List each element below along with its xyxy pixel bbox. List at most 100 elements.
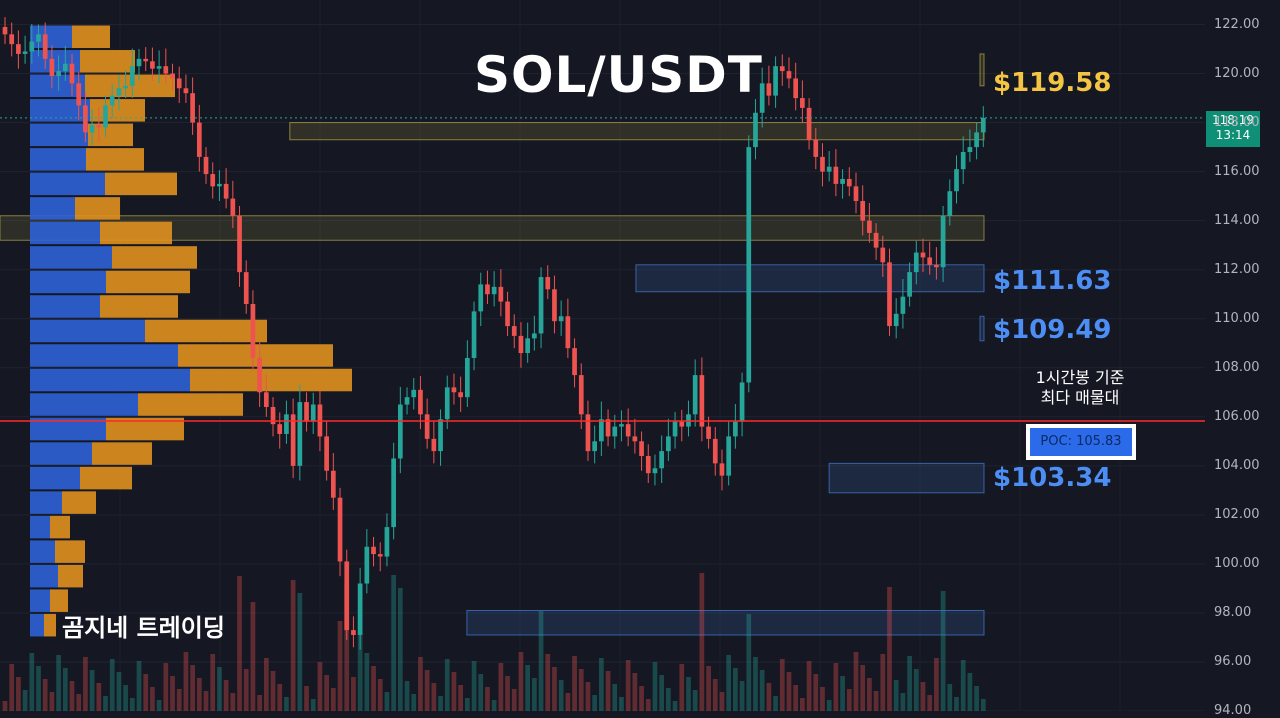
volume-bar [960, 660, 966, 711]
volume-bar [404, 681, 410, 711]
candle-body [210, 174, 216, 187]
candle-body [659, 451, 665, 469]
candle-body [967, 147, 973, 153]
volume-bar [96, 683, 102, 711]
candle-body [893, 313, 899, 327]
candle-body [806, 107, 812, 140]
candle-body [183, 88, 189, 94]
candle-body [572, 348, 577, 376]
candle-body [42, 34, 48, 59]
candle-body [518, 335, 524, 354]
candle-body [109, 95, 115, 106]
volume-profile-buy [30, 344, 178, 367]
volume-profile-buy [30, 466, 80, 490]
price-tick-label: 98.00 [1214, 604, 1252, 620]
volume-bar [103, 696, 108, 711]
volume-profile-buy [30, 197, 75, 220]
volume-bar [29, 653, 35, 711]
volume-bar [317, 662, 323, 711]
volume-profile-buy [30, 589, 50, 612]
candle-body [860, 201, 866, 221]
candle-body [538, 277, 544, 334]
candle-body [83, 105, 88, 133]
volume-bar [625, 660, 631, 711]
volume-bar [840, 676, 845, 711]
candle-body [840, 178, 845, 184]
candle-body [478, 284, 484, 312]
candle-body [257, 357, 262, 393]
price-tick-label: 114.00 [1214, 212, 1260, 228]
candle-body [532, 333, 537, 339]
volume-profile-buy [30, 99, 90, 122]
volume-bar [377, 679, 383, 711]
volume-profile-buy [30, 491, 62, 514]
candle-body [947, 191, 953, 216]
volume-profile-buy [30, 368, 190, 392]
volume-profile-buy [30, 319, 145, 343]
candle-body [170, 73, 175, 79]
candle-body [96, 125, 102, 128]
volume-bar [304, 686, 309, 711]
volume-profile-sell [55, 540, 85, 563]
candle-body [719, 463, 725, 476]
volume-bar [431, 683, 437, 711]
candle-body [505, 301, 510, 327]
volume-bar [143, 674, 149, 711]
volume-bar [525, 665, 530, 711]
candle-body [458, 392, 463, 398]
price-zone [979, 315, 985, 342]
volume-bar [686, 677, 691, 711]
candle-body [143, 58, 149, 62]
candle-body [330, 470, 336, 498]
volume-bar [451, 672, 457, 711]
candle-body [150, 61, 155, 69]
candle-body [156, 66, 162, 69]
volume-bar [397, 588, 403, 711]
volume-bar [619, 697, 624, 711]
volume-bar [2, 701, 8, 711]
volume-bar [746, 614, 752, 711]
candle-body [706, 426, 711, 439]
volume-profile-buy [30, 564, 58, 588]
candle-body [49, 58, 55, 77]
volume-bar [786, 672, 792, 711]
volume-bar [672, 701, 678, 711]
volume-profile-sell [62, 491, 96, 514]
candle-body [243, 272, 249, 305]
price-tick-label: 110.00 [1214, 310, 1260, 326]
volume-bar [860, 665, 866, 711]
volume-profile-sell [80, 466, 132, 490]
candle-body [585, 414, 591, 452]
price-label-111: $111.63 [993, 266, 1112, 296]
volume-profile-buy [30, 221, 100, 245]
volume-bar [491, 700, 497, 711]
volume-bar [974, 686, 979, 711]
volume-bar [310, 699, 316, 711]
candle-body [733, 421, 738, 437]
volume-bar [16, 677, 21, 711]
candle-body [980, 117, 986, 133]
candle-body [786, 71, 792, 79]
candle-body [491, 286, 497, 295]
volume-bar [284, 697, 289, 711]
volume-bar [934, 658, 939, 711]
volume-bar [887, 587, 892, 711]
candle-body [29, 41, 35, 52]
volume-bar [538, 611, 544, 711]
volume-bar [639, 686, 644, 711]
candle-body [739, 382, 745, 422]
volume-bar [739, 681, 745, 711]
volume-bar [592, 695, 598, 711]
candle-body [411, 389, 417, 398]
volume-bar [89, 670, 95, 711]
volume-bar [371, 666, 376, 711]
volume-bar [76, 694, 82, 711]
volume-profile-buy [30, 246, 112, 269]
volume-profile-sell [145, 319, 267, 343]
candle-body [766, 83, 772, 96]
volume-bar [692, 690, 698, 711]
volume-bar [706, 666, 711, 711]
candle-body [397, 404, 403, 459]
volume-bar [170, 676, 175, 711]
candle-body [357, 583, 363, 635]
